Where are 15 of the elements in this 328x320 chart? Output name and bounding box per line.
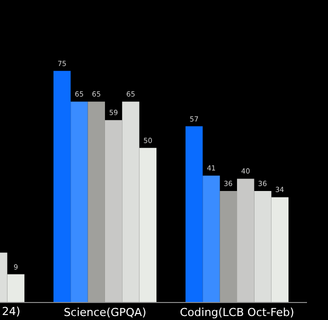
- bar: [122, 102, 140, 302]
- x-tick-label: 24): [2, 305, 20, 318]
- bar: [220, 191, 238, 302]
- bar: [70, 102, 88, 302]
- bar: [237, 178, 254, 302]
- bar: [53, 70, 71, 302]
- bar: [186, 126, 203, 302]
- x-tick-label: Coding(LCB Oct-Feb): [180, 306, 294, 320]
- x-tick-label: Science(GPQA): [64, 306, 146, 320]
- bar: [254, 191, 272, 302]
- bar: [88, 102, 105, 302]
- bar: [139, 148, 156, 302]
- bar: [202, 176, 220, 302]
- bar: [104, 120, 122, 302]
- bar: [271, 197, 289, 302]
